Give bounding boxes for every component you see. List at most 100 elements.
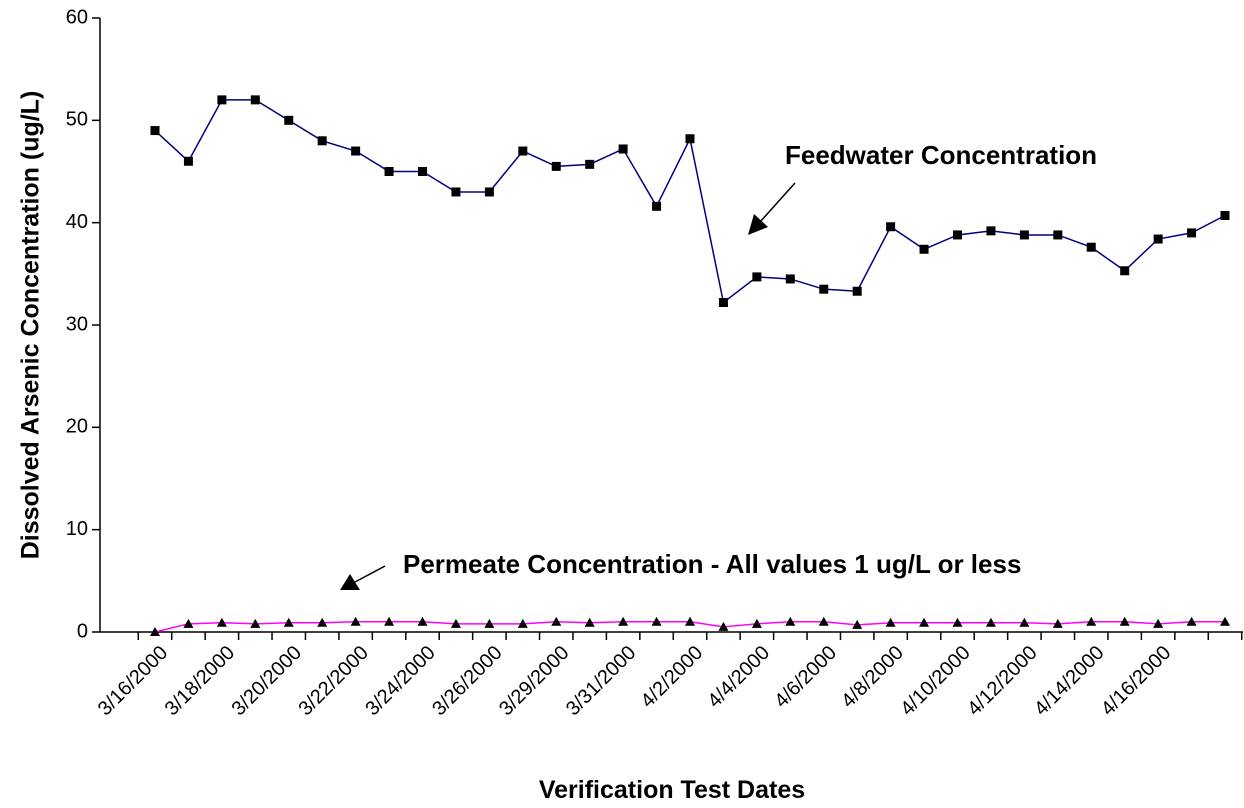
marker bbox=[986, 226, 996, 236]
marker bbox=[585, 159, 595, 169]
marker bbox=[150, 126, 160, 136]
marker bbox=[1120, 266, 1130, 276]
marker bbox=[551, 161, 561, 171]
marker bbox=[985, 617, 996, 627]
x-tick-label: 3/22/2000 bbox=[294, 642, 372, 720]
marker bbox=[652, 201, 662, 211]
x-tick-label: 3/29/2000 bbox=[495, 642, 573, 720]
marker bbox=[953, 230, 962, 240]
marker bbox=[685, 616, 695, 626]
marker bbox=[551, 616, 562, 626]
y-tick-label: 50 bbox=[66, 109, 88, 131]
marker bbox=[284, 115, 294, 125]
arrowhead bbox=[340, 574, 360, 590]
annotation: Feedwater Concentration bbox=[785, 140, 1097, 170]
x-tick-label: 4/10/2000 bbox=[896, 642, 974, 720]
marker bbox=[651, 616, 662, 626]
x-tick-label: 4/14/2000 bbox=[1030, 642, 1108, 720]
y-tick-label: 30 bbox=[66, 313, 88, 335]
marker bbox=[852, 286, 862, 296]
marker bbox=[751, 618, 762, 628]
y-tick-label: 0 bbox=[77, 620, 88, 642]
arrowhead bbox=[748, 214, 768, 235]
x-tick-label: 3/16/2000 bbox=[94, 642, 172, 720]
marker bbox=[518, 146, 528, 156]
marker bbox=[451, 187, 461, 197]
marker bbox=[350, 616, 361, 626]
y-tick-label: 40 bbox=[66, 211, 88, 233]
x-tick-label: 4/4/2000 bbox=[704, 642, 775, 713]
marker bbox=[785, 616, 796, 626]
marker bbox=[417, 616, 428, 626]
marker bbox=[1052, 618, 1063, 628]
marker bbox=[517, 618, 528, 628]
arrow bbox=[354, 565, 386, 583]
marker bbox=[283, 617, 294, 627]
marker bbox=[250, 95, 260, 105]
x-tick-label: 3/26/2000 bbox=[428, 642, 506, 720]
marker bbox=[484, 618, 495, 628]
marker bbox=[450, 618, 461, 628]
marker bbox=[885, 617, 896, 627]
marker bbox=[317, 136, 327, 146]
marker bbox=[183, 156, 193, 166]
marker bbox=[418, 167, 427, 176]
marker bbox=[1053, 230, 1063, 240]
x-axis-title: Verification Test Dates bbox=[539, 776, 805, 804]
marker bbox=[217, 95, 227, 105]
marker bbox=[1153, 618, 1164, 628]
x-tick-label: 4/6/2000 bbox=[770, 642, 841, 713]
marker bbox=[1220, 211, 1230, 221]
marker bbox=[1220, 616, 1230, 626]
marker bbox=[384, 167, 394, 176]
y-axis-title: Dissolved Arsenic Concentration (ug/L) bbox=[17, 91, 45, 560]
x-tick-label: 4/12/2000 bbox=[963, 642, 1041, 720]
arrow bbox=[759, 182, 796, 223]
marker bbox=[1019, 617, 1030, 627]
annotation: Permeate Concentration - All values 1 ug… bbox=[403, 549, 1021, 579]
marker bbox=[1019, 230, 1029, 240]
marker bbox=[317, 617, 328, 627]
marker bbox=[1086, 242, 1096, 252]
x-tick-label: 3/18/2000 bbox=[161, 642, 239, 720]
series-line bbox=[154, 99, 1226, 304]
marker bbox=[785, 274, 795, 284]
x-tick-label: 3/31/2000 bbox=[562, 642, 640, 720]
marker bbox=[1187, 228, 1197, 238]
marker bbox=[351, 146, 361, 156]
marker bbox=[685, 134, 695, 144]
marker bbox=[384, 616, 395, 626]
marker bbox=[250, 618, 261, 628]
marker bbox=[718, 621, 729, 631]
marker bbox=[752, 272, 762, 282]
marker bbox=[484, 187, 494, 197]
y-tick-label: 10 bbox=[66, 518, 88, 540]
marker bbox=[1086, 616, 1097, 626]
marker bbox=[150, 627, 160, 636]
marker bbox=[584, 617, 595, 627]
marker bbox=[919, 617, 930, 627]
marker bbox=[1186, 616, 1197, 626]
marker bbox=[819, 284, 829, 294]
marker bbox=[1119, 616, 1130, 626]
marker bbox=[952, 617, 963, 627]
marker bbox=[618, 616, 629, 626]
marker bbox=[718, 297, 728, 307]
x-tick-label: 4/2/2000 bbox=[637, 642, 708, 713]
x-tick-label: 3/20/2000 bbox=[228, 642, 306, 720]
x-tick-label: 4/16/2000 bbox=[1097, 642, 1175, 720]
x-tick-label: 4/8/2000 bbox=[837, 642, 908, 713]
marker bbox=[216, 617, 227, 627]
y-tick-label: 60 bbox=[66, 6, 88, 28]
marker bbox=[618, 144, 628, 154]
marker bbox=[852, 619, 863, 629]
marker bbox=[919, 244, 929, 254]
x-tick-label: 3/24/2000 bbox=[361, 642, 439, 720]
marker bbox=[1153, 234, 1163, 244]
marker bbox=[818, 616, 829, 626]
marker bbox=[886, 222, 896, 232]
y-tick-label: 20 bbox=[66, 416, 88, 438]
marker bbox=[183, 618, 194, 628]
